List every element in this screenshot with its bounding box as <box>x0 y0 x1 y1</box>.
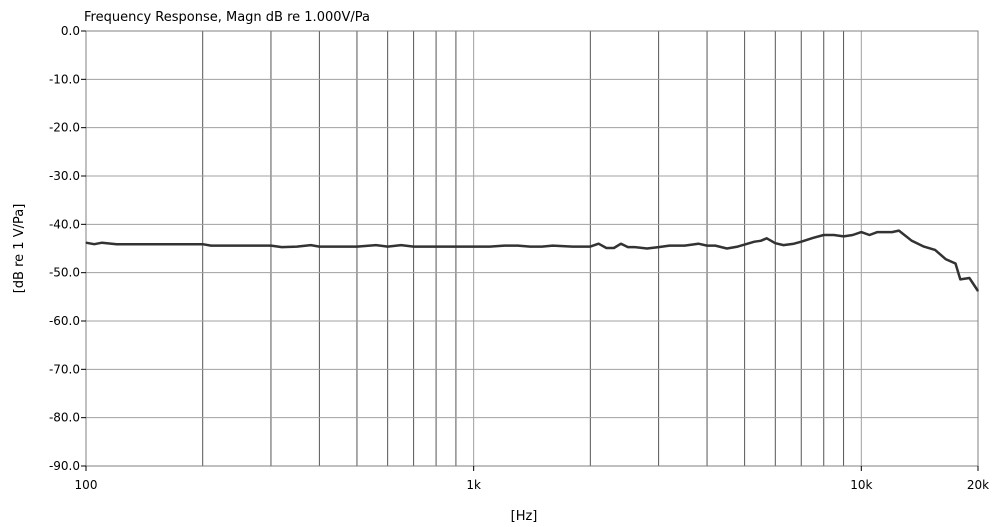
data-point <box>633 246 636 248</box>
y-tick-label: 0.0 <box>61 24 80 38</box>
data-point <box>898 230 900 232</box>
data-point <box>876 231 878 233</box>
data-point <box>281 246 283 248</box>
data-point <box>552 245 554 247</box>
data-point <box>605 247 607 249</box>
data-point <box>239 245 241 247</box>
data-point <box>529 245 531 248</box>
data-point <box>744 244 746 246</box>
y-tick-label: -30.0 <box>49 169 80 183</box>
data-point <box>868 234 871 236</box>
data-point <box>202 243 204 245</box>
data-point <box>753 241 756 243</box>
data-point <box>296 245 298 248</box>
data-point <box>697 243 700 245</box>
data-point <box>387 245 389 248</box>
data-point <box>968 277 970 279</box>
data-point <box>85 242 87 244</box>
data-point <box>945 258 947 260</box>
data-point <box>517 245 519 247</box>
data-point <box>597 243 600 245</box>
x-tick-label: 20k <box>967 478 989 492</box>
data-point <box>620 243 622 245</box>
chart-title: Frequency Response, Magn dB re 1.000V/Pa <box>84 10 370 25</box>
data-point <box>270 245 272 247</box>
data-point <box>116 243 118 245</box>
data-point <box>375 244 377 246</box>
x-tick-label: 100 <box>75 478 98 492</box>
data-point <box>489 245 491 248</box>
series-layer <box>85 229 980 292</box>
x-axis-ticks: 100 1k 10k 20k <box>75 466 989 492</box>
y-tick-label: -70.0 <box>49 362 80 376</box>
data-point <box>572 245 574 248</box>
data-point <box>683 245 686 247</box>
y-axis-ticks: 0.0 -10.0 -20.0 -30.0 -40.0 -50.0 -60.0 -70.0 -8… <box>49 24 86 473</box>
data-point <box>153 243 155 245</box>
data-point <box>413 245 415 248</box>
data-point <box>860 231 862 233</box>
data-point <box>400 244 402 246</box>
data-point <box>210 245 212 247</box>
data-point <box>435 245 437 248</box>
plot-frame <box>85 30 979 467</box>
data-point <box>959 278 961 281</box>
data-point <box>318 245 320 248</box>
data-point <box>646 247 648 250</box>
y-tick-label: -80.0 <box>49 411 80 425</box>
data-point <box>842 235 845 238</box>
y-tick-label: -10.0 <box>49 72 80 86</box>
data-point <box>782 244 785 246</box>
x-axis-label: [Hz] <box>511 509 538 524</box>
data-point <box>541 245 543 248</box>
data-point <box>589 245 591 248</box>
data-point <box>766 237 768 239</box>
data-point <box>737 245 739 248</box>
x-tick-label: 10k <box>850 478 872 492</box>
series-line <box>85 229 980 292</box>
data-point <box>93 243 95 245</box>
data-point <box>911 240 913 242</box>
data-point <box>934 249 936 251</box>
data-point <box>800 241 802 243</box>
data-point <box>774 242 776 244</box>
y-tick-label: -20.0 <box>49 121 80 135</box>
data-point <box>706 245 708 247</box>
data-point <box>923 245 925 248</box>
data-point <box>823 234 825 236</box>
grid <box>85 30 979 467</box>
data-point <box>356 245 358 248</box>
data-point <box>658 246 660 248</box>
data-point <box>852 234 854 236</box>
data-point <box>613 247 615 249</box>
data-point <box>455 245 457 248</box>
y-tick-label: -40.0 <box>49 217 80 231</box>
x-tick-label: 1k <box>466 478 481 492</box>
data-point <box>954 262 957 265</box>
data-point <box>793 243 795 245</box>
y-axis-label: [dB re 1 V/Pa] <box>12 204 27 294</box>
data-point <box>726 247 728 250</box>
data-point <box>891 231 893 233</box>
y-tick-label: -60.0 <box>49 314 80 328</box>
data-point <box>812 237 814 239</box>
y-tick-label: -50.0 <box>49 266 80 280</box>
data-point <box>627 246 629 248</box>
data-point <box>668 245 671 247</box>
data-point <box>977 290 979 292</box>
data-point <box>714 245 716 247</box>
data-point <box>503 245 505 247</box>
data-point <box>101 242 103 244</box>
data-point <box>833 234 835 236</box>
data-point <box>760 240 762 242</box>
y-tick-label: -90.0 <box>49 459 80 473</box>
data-point <box>310 244 312 246</box>
data-point <box>473 245 475 248</box>
